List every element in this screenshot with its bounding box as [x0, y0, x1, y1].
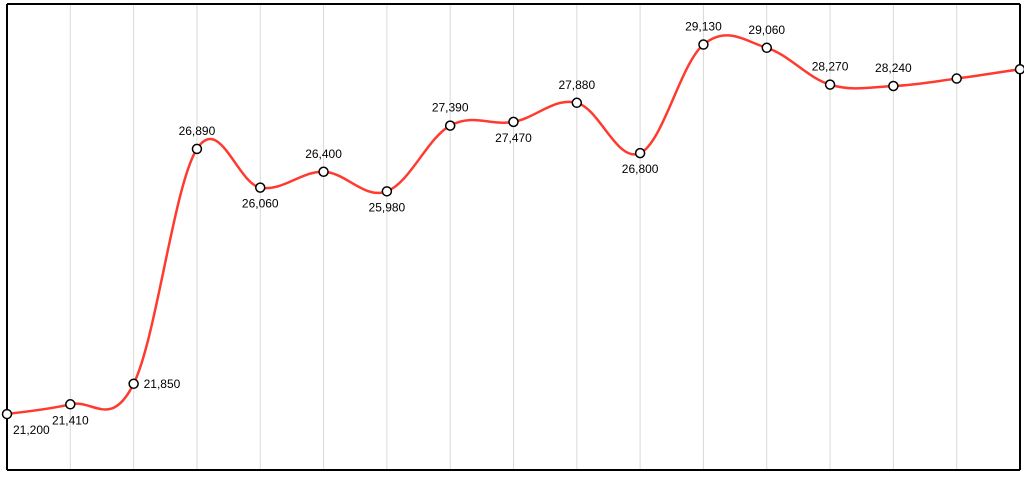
value-label: 29,130 [685, 20, 722, 34]
line-chart: 21,20021,410 21,850 26,890 26,060 26,400 25,9… [0, 0, 1024, 501]
value-label: 29,060 [748, 23, 785, 37]
data-marker [192, 144, 201, 153]
data-marker [762, 43, 771, 52]
data-marker [1016, 65, 1024, 74]
value-label: 26,890 [179, 124, 216, 138]
value-label: 21,410 [52, 413, 89, 427]
value-label: 26,060 [242, 197, 279, 211]
data-marker [66, 400, 75, 409]
value-label: 28,240 [875, 61, 912, 75]
data-marker [382, 187, 391, 196]
value-label: 27,880 [558, 78, 595, 92]
data-marker [446, 121, 455, 130]
data-marker [256, 183, 265, 192]
value-label: 28,270 [812, 60, 849, 74]
value-label: 26,400 [305, 147, 342, 161]
data-marker [699, 40, 708, 49]
data-marker [3, 410, 12, 419]
value-label: 25,980 [369, 200, 406, 214]
data-marker [509, 117, 518, 126]
data-marker [826, 80, 835, 89]
value-labels: 21,20021,410 21,850 26,890 26,060 26,400 25,9… [13, 20, 912, 438]
value-label: 27,390 [432, 101, 469, 115]
value-label: 26,800 [622, 162, 659, 176]
data-marker [889, 82, 898, 91]
data-marker [636, 149, 645, 158]
value-label: 21,850 [144, 377, 181, 391]
data-marker [572, 98, 581, 107]
data-marker [319, 167, 328, 176]
grid-lines [70, 4, 956, 470]
value-label: 27,470 [495, 131, 532, 145]
data-marker [952, 74, 961, 83]
data-marker [129, 379, 138, 388]
value-label: 21,200 [13, 423, 50, 437]
chart-svg: 21,20021,410 21,850 26,890 26,060 26,400 25,9… [0, 0, 1024, 501]
